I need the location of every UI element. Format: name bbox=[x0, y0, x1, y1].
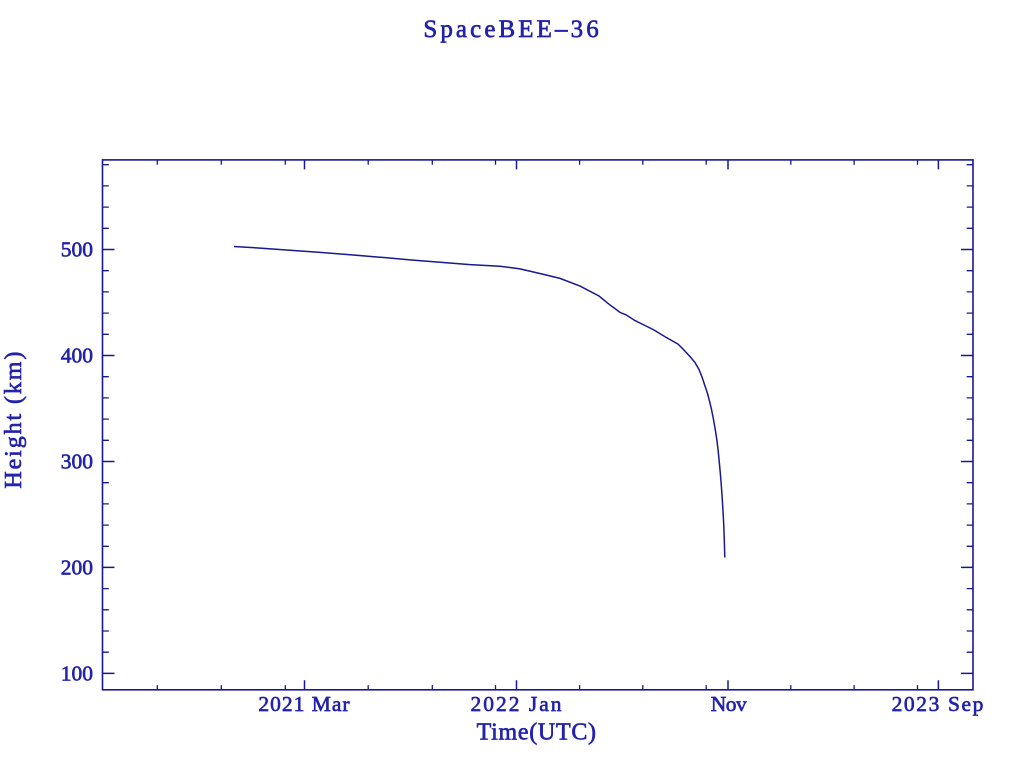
svg-text:300: 300 bbox=[61, 450, 93, 474]
svg-text:2021 Mar: 2021 Mar bbox=[258, 692, 350, 716]
svg-text:Time(UTC): Time(UTC) bbox=[477, 720, 597, 746]
svg-text:500: 500 bbox=[61, 238, 93, 262]
svg-text:Nov: Nov bbox=[711, 692, 747, 716]
svg-text:200: 200 bbox=[61, 555, 93, 579]
svg-text:400: 400 bbox=[61, 344, 93, 368]
svg-text:100: 100 bbox=[61, 661, 93, 685]
svg-text:Height (km): Height (km) bbox=[1, 350, 27, 489]
svg-text:2023 Sep: 2023 Sep bbox=[892, 692, 985, 716]
svg-text:SpaceBEE–36: SpaceBEE–36 bbox=[423, 16, 602, 43]
svg-text:2022 Jan: 2022 Jan bbox=[470, 692, 563, 716]
